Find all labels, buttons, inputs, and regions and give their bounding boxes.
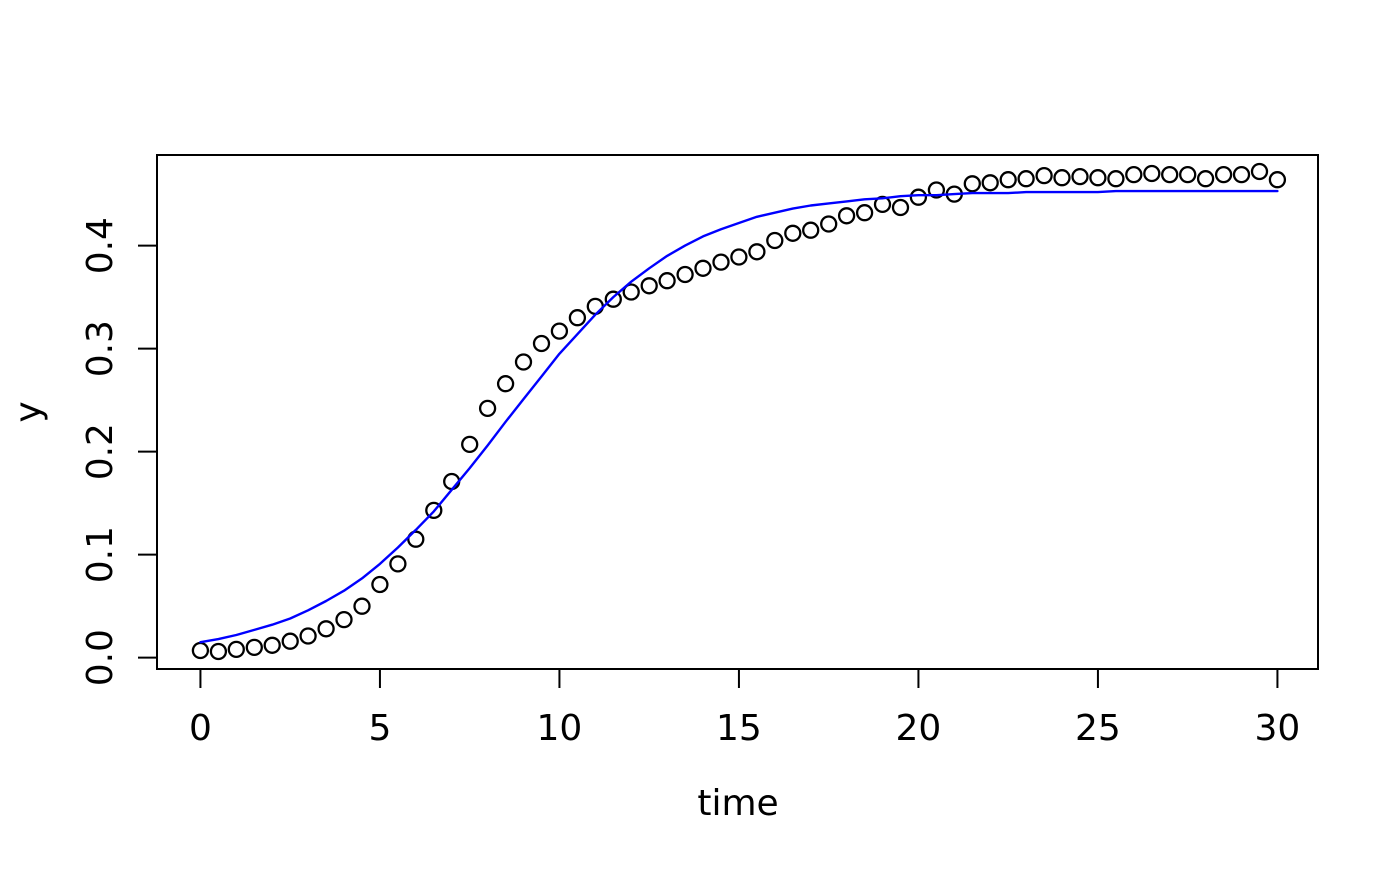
data-point bbox=[999, 171, 1017, 189]
data-point bbox=[1143, 164, 1161, 183]
data-point bbox=[784, 224, 802, 242]
data-point bbox=[1035, 166, 1053, 185]
x-axis-tick-label: 10 bbox=[537, 708, 583, 749]
data-point bbox=[1214, 165, 1233, 184]
data-point bbox=[281, 632, 299, 650]
data-point bbox=[658, 272, 676, 290]
x-axis-tick-label: 5 bbox=[368, 708, 391, 749]
data-point bbox=[1017, 170, 1035, 188]
data-point bbox=[640, 277, 658, 295]
data-point bbox=[443, 472, 461, 491]
data-point bbox=[1107, 170, 1125, 188]
data-point bbox=[335, 610, 353, 629]
data-point bbox=[227, 640, 245, 659]
x-axis-tick-label: 0 bbox=[189, 708, 212, 749]
x-axis-tick-label: 20 bbox=[896, 708, 942, 749]
data-point bbox=[389, 555, 407, 573]
data-point bbox=[891, 198, 910, 217]
data-series bbox=[191, 162, 1287, 661]
data-point bbox=[1232, 165, 1251, 184]
axis-tick-labels: 0 5 10 15 20 25 30 0.0 0.1 0.2 0.3 0.4 bbox=[80, 217, 1300, 749]
data-point bbox=[927, 181, 946, 199]
data-point bbox=[568, 309, 587, 327]
data-point bbox=[622, 283, 640, 301]
data-point bbox=[1053, 169, 1071, 187]
x-axis-title: time bbox=[697, 783, 778, 824]
data-point bbox=[496, 375, 515, 393]
y-axis-tick-label: 0.4 bbox=[80, 217, 121, 274]
data-point bbox=[730, 248, 748, 266]
data-point bbox=[245, 638, 263, 657]
data-point bbox=[820, 215, 838, 233]
x-axis-tick-label: 25 bbox=[1075, 708, 1121, 749]
y-axis-title: y bbox=[8, 401, 49, 422]
data-point bbox=[802, 221, 820, 239]
data-point bbox=[909, 188, 928, 206]
data-point bbox=[461, 435, 479, 454]
fitted-curve-line bbox=[199, 189, 1279, 644]
data-point bbox=[209, 642, 228, 661]
y-axis-tick-label: 0.3 bbox=[80, 320, 121, 377]
data-point bbox=[1268, 171, 1287, 189]
data-point bbox=[371, 575, 389, 594]
data-point bbox=[191, 641, 210, 660]
data-point bbox=[1179, 165, 1197, 184]
data-point bbox=[1161, 165, 1179, 184]
x-axis-tick-label: 30 bbox=[1255, 708, 1301, 749]
data-point bbox=[963, 175, 981, 193]
data-point bbox=[478, 399, 497, 418]
data-point bbox=[317, 620, 335, 638]
y-axis-tick-label: 0.1 bbox=[80, 526, 121, 583]
data-point bbox=[407, 530, 425, 548]
data-point bbox=[1089, 169, 1107, 187]
data-point bbox=[586, 297, 604, 316]
data-point bbox=[604, 290, 622, 308]
data-point bbox=[299, 627, 317, 645]
data-point bbox=[694, 259, 712, 277]
data-point bbox=[514, 353, 533, 371]
data-point bbox=[766, 231, 784, 250]
data-point bbox=[1125, 165, 1143, 184]
data-point bbox=[550, 322, 569, 340]
data-point bbox=[837, 207, 856, 225]
data-point bbox=[981, 174, 999, 192]
axis-ticks bbox=[138, 244, 1279, 688]
data-point bbox=[855, 204, 874, 222]
data-point bbox=[532, 334, 551, 353]
data-point bbox=[873, 195, 892, 214]
x-axis-tick-label: 15 bbox=[716, 708, 762, 749]
plot-box bbox=[156, 154, 1319, 670]
data-point bbox=[1196, 170, 1215, 188]
y-axis-tick-label: 0.2 bbox=[80, 423, 121, 480]
data-point bbox=[676, 265, 694, 284]
data-point bbox=[748, 243, 766, 261]
data-point bbox=[1250, 162, 1269, 181]
y-axis-tick-label: 0.0 bbox=[80, 629, 121, 686]
data-point bbox=[425, 501, 443, 520]
data-point bbox=[1071, 167, 1089, 186]
data-point bbox=[712, 253, 730, 271]
data-point bbox=[353, 597, 371, 615]
data-point bbox=[263, 636, 281, 654]
